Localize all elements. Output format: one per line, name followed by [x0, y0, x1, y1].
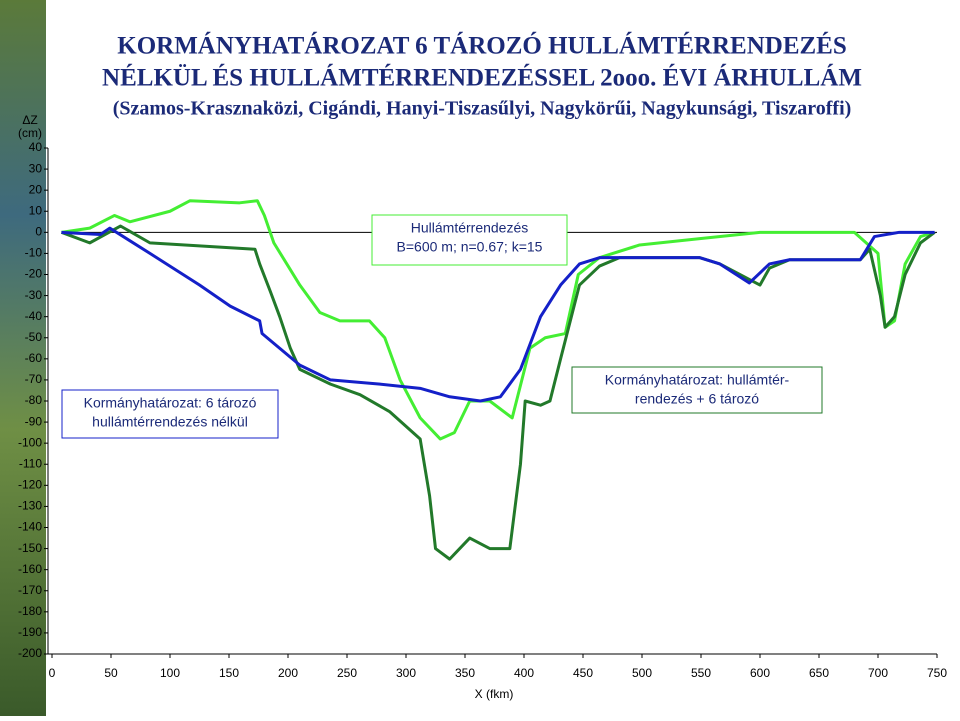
subtitle: (Szamos-Krasznaközi, Cigándi, Hanyi-Tisz…	[113, 98, 852, 120]
y-tick-label: -170	[18, 583, 42, 597]
series-line	[61, 226, 935, 403]
annotation-text: rendezés + 6 tározó	[635, 391, 759, 407]
annotation-box	[61, 389, 279, 439]
annotation-box	[571, 366, 823, 414]
x-tick-label: 600	[750, 666, 770, 680]
y-tick-label: -70	[25, 372, 43, 386]
y-tick-label: -100	[18, 435, 42, 449]
x-tick-label: 450	[573, 666, 593, 680]
y-tick-label: -60	[25, 351, 43, 365]
annotation-text: B=600 m; n=0.67; k=15	[397, 239, 543, 255]
y-label: (cm)	[18, 126, 42, 140]
series-line	[61, 199, 936, 441]
x-tick-label: 400	[514, 666, 534, 680]
y-tick-label: 20	[29, 182, 43, 196]
title-line: NÉLKÜL ÉS HULLÁMTÉRRENDEZÉSSEL 2ooo. ÉVI…	[102, 64, 862, 92]
annotation-text: Hullámtérrendezés	[411, 220, 529, 236]
y-tick-label: -30	[25, 288, 43, 302]
annotation-box	[371, 214, 568, 266]
y-tick-label: -80	[25, 393, 43, 407]
x-tick-label: 500	[632, 666, 652, 680]
y-tick-label: -190	[18, 625, 42, 639]
x-tick-label: 200	[278, 666, 298, 680]
y-tick-label: 0	[35, 225, 42, 239]
y-tick-label: -90	[25, 414, 43, 428]
x-tick-label: 250	[337, 666, 357, 680]
annotation-text: hullámtérrendezés nélkül	[92, 414, 248, 430]
y-tick-label: -10	[25, 246, 43, 260]
y-tick-label: -40	[25, 309, 43, 323]
x-tick-label: 650	[809, 666, 829, 680]
y-tick-label: -200	[18, 646, 42, 660]
x-label: X (fkm)	[475, 687, 514, 701]
x-tick-label: 750	[927, 666, 947, 680]
title-line: KORMÁNYHATÁROZAT 6 TÁROZÓ HULLÁMTÉRRENDE…	[117, 32, 847, 60]
x-tick-label: 150	[219, 666, 239, 680]
y-tick-label: -50	[25, 330, 43, 344]
y-tick-label: -110	[19, 456, 42, 470]
x-tick-label: 350	[455, 666, 475, 680]
y-tick-label: -20	[25, 267, 43, 281]
y-tick-label: 30	[29, 161, 43, 175]
y-label: ΔZ	[22, 113, 37, 127]
y-tick-label: -180	[18, 604, 42, 618]
y-tick-label: -140	[18, 520, 42, 534]
y-tick-label: -130	[18, 499, 42, 513]
y-tick-label: 10	[29, 203, 43, 217]
y-tick-label: -150	[18, 541, 42, 555]
x-tick-label: 700	[868, 666, 888, 680]
x-tick-label: 550	[691, 666, 711, 680]
side-photo	[0, 0, 46, 716]
x-tick-label: 300	[396, 666, 416, 680]
x-tick-label: 50	[104, 666, 118, 680]
annotation-text: Kormányhatározat: hullámtér-	[605, 372, 790, 388]
y-tick-label: -120	[18, 478, 42, 492]
annotation-text: Kormányhatározat: 6 tározó	[84, 395, 257, 411]
y-tick-label: -160	[18, 562, 42, 576]
x-tick-label: 100	[160, 666, 180, 680]
y-tick-label: 40	[29, 140, 43, 154]
x-tick-label: 0	[49, 666, 56, 680]
